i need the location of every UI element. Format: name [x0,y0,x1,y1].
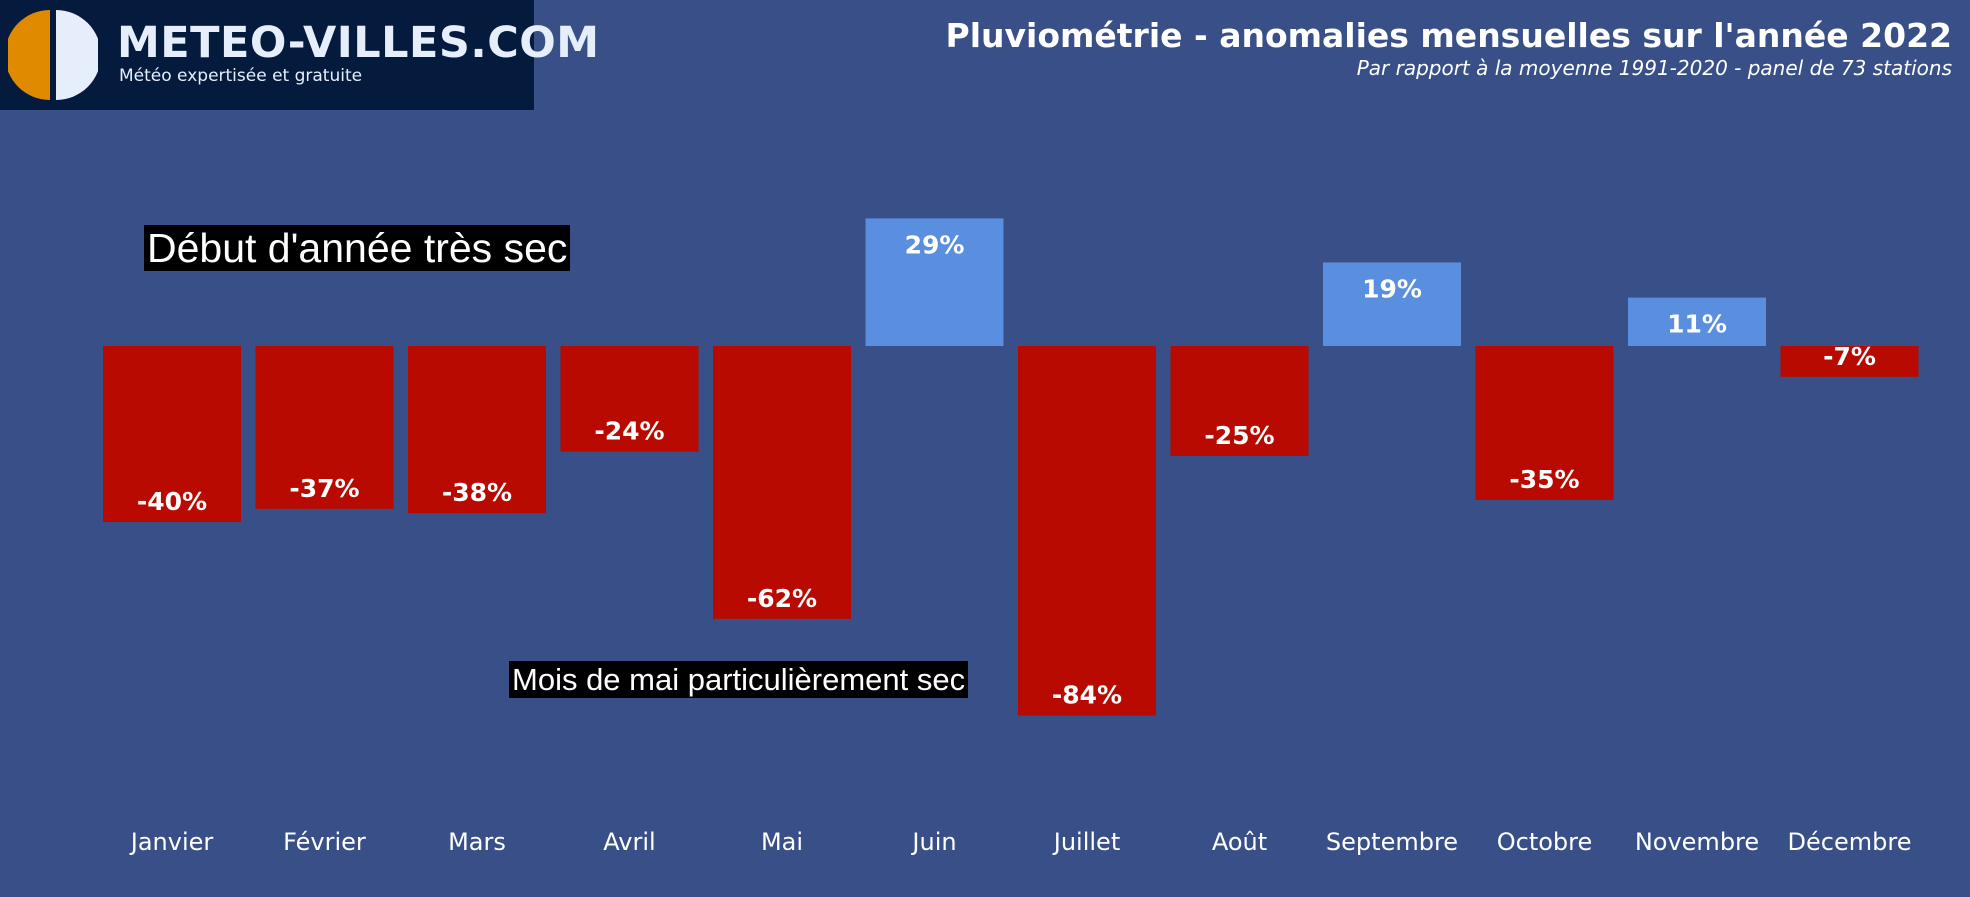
logo: METEO-VILLES.COM Météo expertisée et gra… [0,0,599,110]
category-label-2: Février [283,828,366,856]
chart-title: Pluviométrie - anomalies mensuelles sur … [945,16,1952,55]
bar-10 [1475,346,1614,500]
bar-6 [865,218,1004,346]
value-label-12: -7% [1823,342,1876,371]
value-label-5: -62% [747,584,817,613]
value-label-9: 19% [1362,274,1422,303]
value-label-11: 11% [1667,310,1727,339]
category-label-6: Juin [910,828,956,856]
value-label-4: -24% [594,417,664,446]
category-label-12: Décembre [1788,828,1912,856]
logo-name: METEO-VILLES.COM [117,18,600,68]
category-label-8: Août [1212,828,1267,856]
annotation-may: Mois de mai particulièrement sec [509,661,969,698]
value-label-8: -25% [1204,421,1274,450]
logo-tagline: Météo expertisée et gratuite [119,66,363,86]
category-label-9: Septembre [1326,828,1458,856]
category-label-3: Mars [448,828,506,856]
value-label-1: -40% [137,487,207,516]
bar-8 [1170,346,1309,456]
category-label-5: Mai [761,828,803,856]
logo-half-circle-icon [8,10,98,100]
chart-subtitle: Par rapport à la moyenne 1991-2020 - pan… [1356,56,1952,80]
category-label-4: Avril [603,828,655,856]
value-label-2: -37% [289,474,359,503]
category-label-1: Janvier [129,828,214,856]
value-label-7: -84% [1052,681,1122,710]
annotation-early-year: Début d'année très sec [144,225,571,271]
value-label-3: -38% [442,478,512,507]
bar-4 [560,346,699,452]
bar-12 [1780,346,1919,377]
bar-5 [713,346,851,619]
bar-9 [1323,262,1461,346]
value-label-10: -35% [1509,465,1579,494]
bar-1 [103,346,241,522]
value-label-6: 29% [905,230,965,259]
category-label-11: Novembre [1635,828,1759,856]
bar-3 [408,346,546,514]
bar-11 [1628,297,1766,346]
bar-7 [1018,346,1156,716]
category-label-10: Octobre [1497,828,1593,856]
bar-2 [255,346,394,509]
category-label-7: Juillet [1052,828,1120,856]
